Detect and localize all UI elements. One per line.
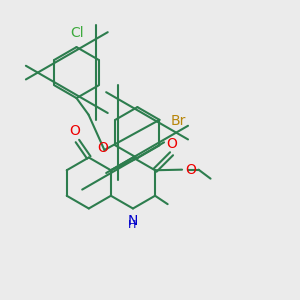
Text: N: N [127, 214, 138, 228]
Text: O: O [166, 137, 177, 151]
Text: H: H [128, 220, 136, 230]
Text: O: O [98, 142, 108, 155]
Text: Cl: Cl [70, 26, 84, 40]
Text: O: O [70, 124, 80, 138]
Text: Br: Br [171, 114, 186, 128]
Text: O: O [185, 163, 196, 177]
